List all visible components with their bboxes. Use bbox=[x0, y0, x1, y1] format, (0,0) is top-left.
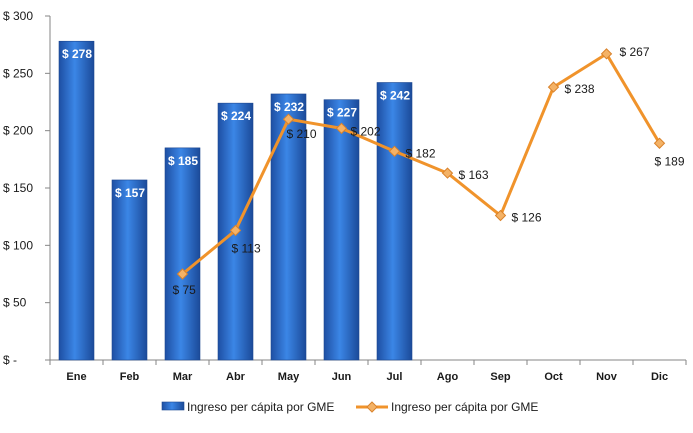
line-point-marker bbox=[388, 145, 401, 158]
line-data-label: $ 189 bbox=[655, 154, 685, 168]
line-data-label: $ 238 bbox=[565, 82, 595, 96]
legend-bar-swatch bbox=[161, 401, 185, 411]
y-tick-label: $ 150 bbox=[3, 181, 33, 195]
bar-data-label: $ 224 bbox=[221, 109, 251, 123]
line-point-marker bbox=[600, 48, 613, 60]
y-tick-label: $ 250 bbox=[3, 66, 33, 80]
line-data-label: $ 75 bbox=[173, 283, 197, 297]
x-tick-label: May bbox=[278, 371, 300, 383]
x-tick-label: Mar bbox=[173, 371, 193, 383]
bar-data-label: $ 232 bbox=[274, 100, 304, 114]
x-tick-label: Ago bbox=[437, 371, 459, 383]
y-tick-label: $ 200 bbox=[3, 124, 33, 138]
series-line bbox=[181, 52, 661, 276]
line-data-label: $ 182 bbox=[406, 146, 436, 160]
line-series bbox=[176, 48, 666, 280]
y-tick-label: $ 300 bbox=[3, 9, 33, 23]
x-tick-label: Jun bbox=[332, 371, 352, 383]
y-tick-label: $ - bbox=[3, 353, 17, 367]
bar-data-label: $ 227 bbox=[327, 106, 357, 120]
x-tick-label: Nov bbox=[596, 371, 618, 383]
bar-data-label: $ 185 bbox=[168, 154, 198, 168]
y-tick-label: $ 100 bbox=[3, 238, 33, 252]
x-tick-label: Feb bbox=[120, 371, 140, 383]
legend: Ingreso per cápita por GME Ingreso per cá… bbox=[161, 400, 538, 414]
line-data-label: $ 163 bbox=[459, 168, 489, 182]
bar bbox=[270, 93, 307, 361]
legend-label-bar: Ingreso per cápita por GME bbox=[187, 400, 334, 414]
bar-data-label: $ 157 bbox=[115, 186, 145, 200]
bar-data-label: $ 242 bbox=[380, 89, 410, 103]
bar-series bbox=[58, 40, 413, 361]
line-data-label: $ 126 bbox=[512, 211, 542, 225]
line-data-label: $ 202 bbox=[351, 124, 381, 138]
line-data-label: $ 210 bbox=[287, 127, 317, 141]
line-point-marker bbox=[547, 81, 560, 93]
y-tick-label: $ 50 bbox=[3, 296, 27, 310]
x-tick-label: Oct bbox=[544, 371, 563, 383]
bar-data-label: $ 278 bbox=[62, 47, 92, 61]
bar bbox=[376, 82, 413, 361]
x-tick-label: Dic bbox=[651, 371, 668, 383]
line-point-marker bbox=[335, 122, 348, 135]
line-point-marker bbox=[494, 209, 507, 222]
x-tick-label: Abr bbox=[226, 371, 246, 383]
line-point-marker bbox=[282, 113, 295, 125]
bar bbox=[323, 99, 360, 361]
bar bbox=[164, 147, 201, 361]
line-point-marker bbox=[653, 137, 666, 149]
line-data-label: $ 113 bbox=[232, 241, 261, 255]
x-tick-label: Ene bbox=[66, 371, 86, 383]
data-labels: $ 278 $ 157 $ 185 $ 224 $ 232 $ 227 $ 242 $ 75 $… bbox=[62, 45, 685, 297]
bar bbox=[58, 40, 95, 361]
line-data-label: $ 267 bbox=[620, 45, 650, 59]
bar bbox=[111, 179, 148, 361]
line-point-marker bbox=[176, 268, 189, 280]
line-point-marker bbox=[229, 224, 242, 237]
legend-line-marker bbox=[366, 401, 378, 413]
axes: $ - $ 50 $ 100 $ 150 $ 200 $ 250 $ 300 Ene Feb Ma… bbox=[3, 9, 687, 383]
legend-label-line: Ingreso per cápita por GME bbox=[391, 400, 538, 414]
x-tick-label: Sep bbox=[490, 371, 510, 383]
x-tick-label: Jul bbox=[387, 371, 403, 383]
line-point-marker bbox=[441, 167, 454, 179]
